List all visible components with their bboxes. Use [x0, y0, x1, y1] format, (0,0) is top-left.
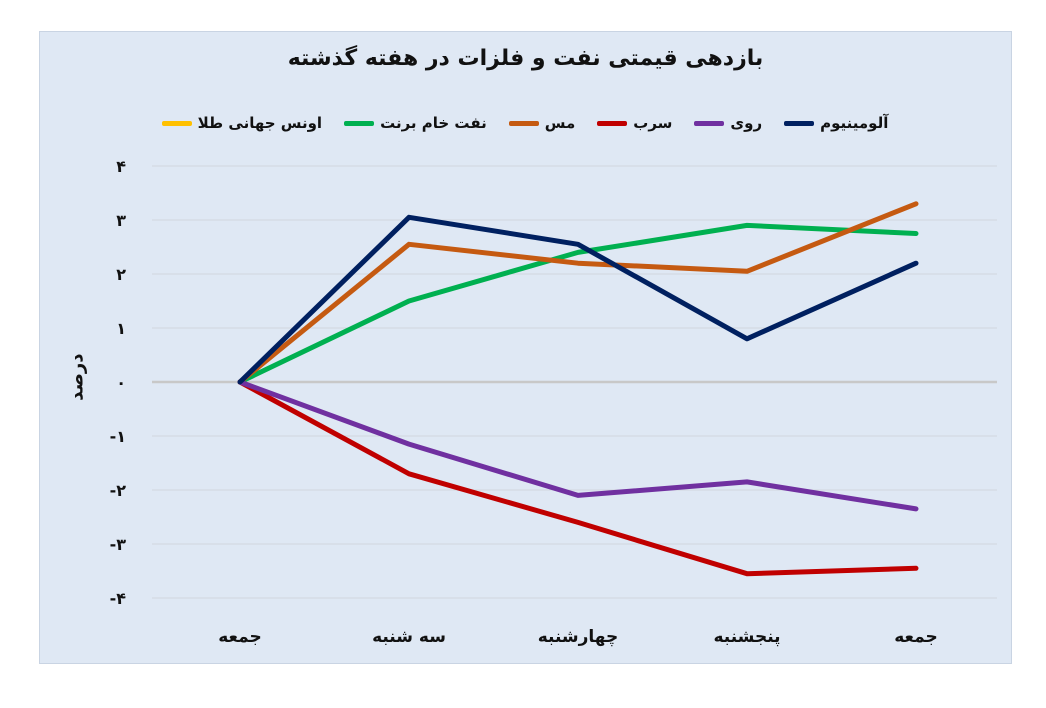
legend-item: نفت خام برنت [344, 114, 487, 132]
series-line [237, 214, 919, 385]
legend-item: سرب [597, 114, 672, 132]
legend-item: مس [508, 114, 576, 132]
legend-swatch [694, 120, 725, 126]
y-tick-label: ۳ [116, 211, 126, 230]
legend-swatch [344, 120, 375, 126]
legend-swatch [597, 120, 628, 126]
legend-label: مس [544, 114, 576, 132]
y-tick-label: ۴ [116, 157, 126, 176]
x-category-label: جمعه [894, 627, 938, 647]
chart-title: بازدهی قیمتی نفت و فلزات در هفته گذشته [287, 46, 764, 71]
series-line [237, 201, 919, 385]
legend-label: روی [730, 114, 763, 132]
legend-item: اونس جهانی طلا [161, 114, 323, 132]
x-category-label: چهارشنبه [538, 627, 619, 647]
legend-swatch [508, 120, 539, 126]
legend-label: نفت خام برنت [380, 114, 487, 132]
y-tick-label: -۲ [110, 481, 127, 500]
legend-label: اونس جهانی طلا [197, 114, 323, 132]
legend-item: روی [694, 114, 762, 132]
legend-swatch [161, 120, 192, 126]
y-tick-label: -۱ [110, 427, 126, 446]
y-tick-label: ۱ [116, 319, 126, 338]
legend-swatch [784, 120, 815, 126]
series-line [237, 379, 919, 512]
y-tick-label: ۲ [116, 265, 126, 284]
legend-item: آلومینیوم [784, 114, 888, 132]
legend-label: سرب [633, 114, 673, 132]
series-line [237, 379, 919, 577]
y-tick-label: -۴ [110, 589, 127, 608]
x-category-label: پنجشنبه [713, 627, 780, 647]
x-category-label: سه شنبه [372, 627, 446, 647]
y-tick-label: -۳ [110, 535, 127, 554]
x-category-label: جمعه [218, 627, 262, 647]
y-tick-label: ۰ [116, 373, 126, 392]
chart-panel [39, 31, 1012, 664]
legend: اونس جهانی طلا نفت خام برنت مس سرب روی آلومین… [60, 110, 990, 136]
legend-label: آلومینیوم [820, 114, 889, 132]
series-line [237, 222, 919, 385]
